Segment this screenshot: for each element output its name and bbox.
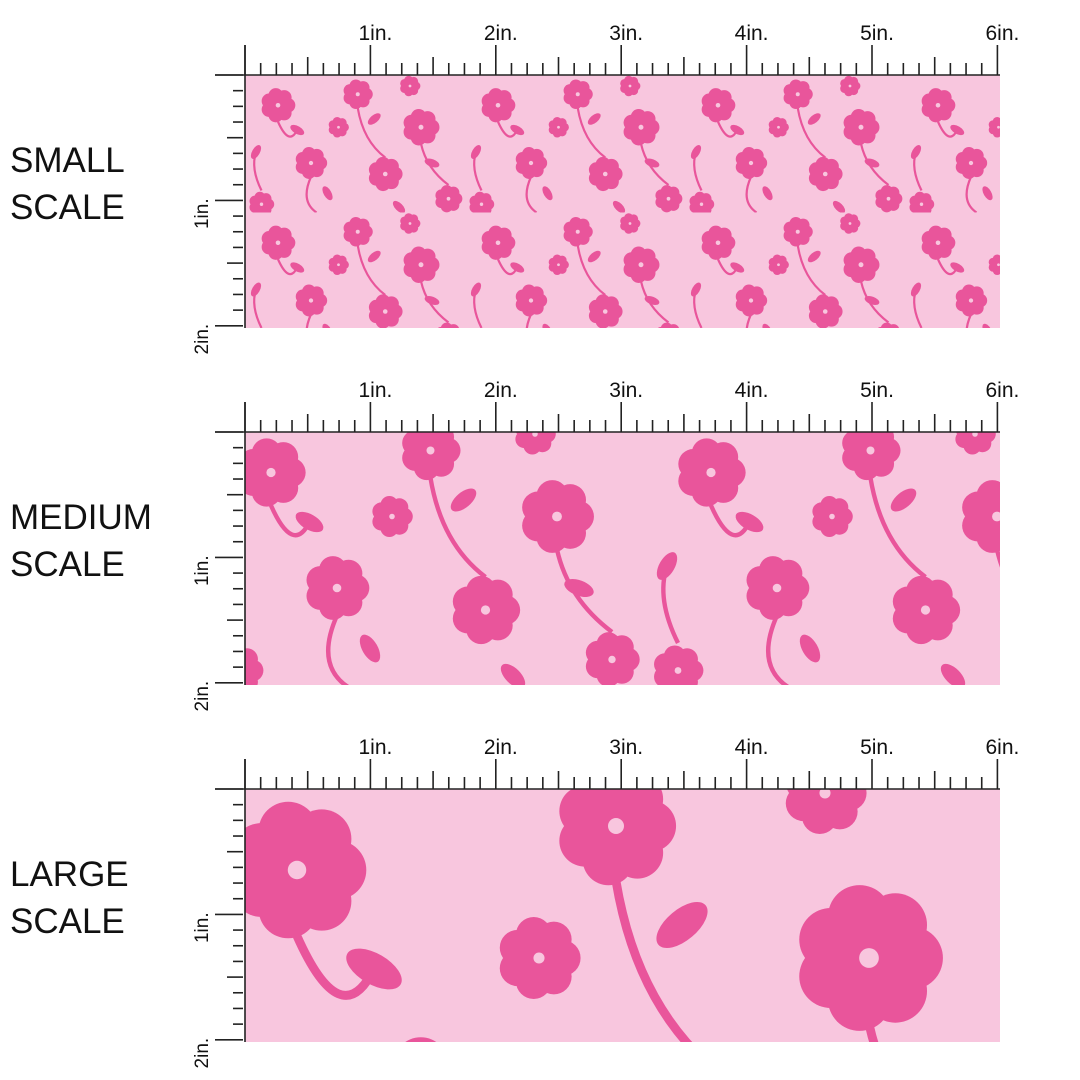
ruler-label: 5in. <box>860 22 894 45</box>
ruler-label: 2in. <box>484 379 518 402</box>
scale-panel: LARGE SCALE 1in. 2in. 3in. 4in. 5in. 6in. 1in. 2i… <box>10 736 1019 1068</box>
scale-label: MEDIUM <box>10 498 152 537</box>
ruler-label: 3in. <box>609 379 643 402</box>
ruler-label: 1in. <box>358 379 392 402</box>
ruler-label: 1in. <box>192 555 213 586</box>
ruler-label: 3in. <box>609 736 643 759</box>
ruler-label: 2in. <box>192 1038 213 1069</box>
scale-label: SCALE <box>10 902 125 941</box>
ruler-label: 1in. <box>358 736 392 759</box>
ruler-label: 5in. <box>860 736 894 759</box>
ruler-label: 6in. <box>985 379 1019 402</box>
ruler-label: 6in. <box>985 22 1019 45</box>
ruler-label: 2in. <box>484 22 518 45</box>
ruler-label: 4in. <box>735 379 769 402</box>
scale-label: SMALL <box>10 141 125 180</box>
ruler-label: 1in. <box>358 22 392 45</box>
scale-label: LARGE <box>10 855 129 894</box>
ruler-label: 2in. <box>192 324 213 355</box>
fabric-swatch <box>245 75 1000 328</box>
fabric-swatch <box>245 789 1000 1042</box>
ruler-label: 3in. <box>609 22 643 45</box>
scale-panel: MEDIUM SCALE 1in. 2in. 3in. 4in. 5in. 6in. 1in. 2… <box>10 379 1019 711</box>
ruler-label: 2in. <box>484 736 518 759</box>
scale-panel: SMALL SCALE 1in. 2in. 3in. 4in. 5in. 6in. 1in. 2i… <box>10 22 1019 354</box>
ruler-label: 1in. <box>192 198 213 229</box>
ruler-label: 5in. <box>860 379 894 402</box>
scale-label: SCALE <box>10 545 125 584</box>
ruler-label: 6in. <box>985 736 1019 759</box>
ruler-label: 4in. <box>735 22 769 45</box>
ruler-label: 4in. <box>735 736 769 759</box>
ruler-label: 2in. <box>192 681 213 712</box>
scale-label: SCALE <box>10 188 125 227</box>
ruler-label: 1in. <box>192 912 213 943</box>
fabric-swatch <box>245 432 1000 685</box>
